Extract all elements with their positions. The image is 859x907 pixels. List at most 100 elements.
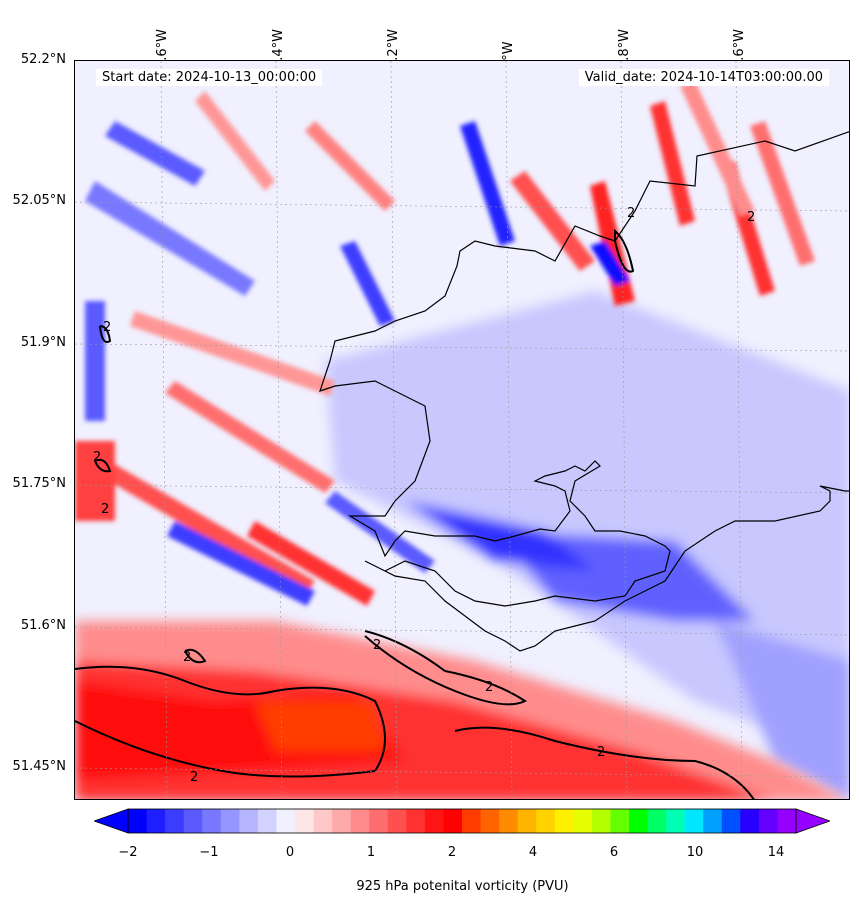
colorbar-frame [127,808,797,834]
pv-contours [75,228,755,799]
colorbar-swatch [295,809,315,833]
colorbar-swatch [721,809,741,833]
blue-streak-2 [105,121,205,186]
contour-label-8: 2 [103,320,111,335]
colorbar-swatch [703,809,723,833]
valid-date-label: Valid_date: 2024-10-14T03:00:00.00 [578,69,829,86]
red-streak-3 [75,441,315,596]
contour-label-5: 2 [183,650,191,665]
colorbar-swatch [610,809,630,833]
colorbar-extend-min [94,808,129,834]
colorbar-swatch [517,809,537,833]
blue-streak-1 [85,181,255,296]
contour-north-1 [614,228,635,273]
red-streak-4 [247,521,375,606]
colorbar-tick-8: 14 [767,845,785,860]
colorbar-swatch [313,809,333,833]
contour-label-6: 2 [627,206,635,221]
colorbar-swatch [591,809,611,833]
red-streak-2 [165,381,335,493]
colorbar-swatch [462,809,482,833]
colorbar-swatch [369,809,389,833]
contour-west-2 [99,325,112,343]
contour-label-7: 2 [747,210,755,225]
colorbar-swatch [406,809,426,833]
colorbar-swatch [220,809,240,833]
colorbar-swatch [202,809,222,833]
colorbar-swatch [183,809,203,833]
colorbar-swatch [573,809,593,833]
colorbar-swatch [758,809,778,833]
colorbar-swatch [684,809,704,833]
contour-label-1: 2 [190,770,198,785]
colorbar-swatch [443,809,463,833]
red-streak-north-8 [680,81,755,216]
contour-south-3 [454,726,755,799]
blue-region-southeast [715,621,849,799]
contour-small-1 [184,648,207,664]
blue-streak-4 [325,491,435,573]
colorbar-tick-1: −1 [199,845,219,860]
colorbar-swatch [499,809,519,833]
contour-label-2: 2 [485,680,493,695]
colorbar-label: 925 hPa potenital vorticity (PVU) [356,879,569,894]
colorbar-swatch [777,809,797,833]
colorbar-tick-3: 1 [366,845,376,860]
contour-south-1 [75,665,386,778]
colorbar-swatch [536,809,556,833]
start-date-label: Start date: 2024-10-13_00:00:00 [96,69,323,86]
lat-label-51-6: 51.6°N [20,618,66,633]
colorbar-swatch [146,809,166,833]
colorbar-swatch [424,809,444,833]
contour-label-4: 2 [373,638,381,653]
contour-label-9: 2 [93,450,101,465]
colorbar-swatch [666,809,686,833]
contour-south-2 [364,630,527,706]
colorbar-swatch [276,809,296,833]
contour-label-3: 2 [597,745,605,760]
colorbar-extend-max [795,808,830,834]
contour-west-1 [94,458,112,473]
blue-spot-north [590,241,630,286]
blue-region-broad [325,291,849,761]
red-streak-north-3 [510,171,595,271]
pv-field: 2 2 2 2 2 2 2 2 2 2 [75,61,849,799]
colorbar-swatch [239,809,259,833]
colorbar-tick-4: 2 [447,845,457,860]
colorbar-tick-0: −2 [118,845,138,860]
colorbar-swatch [387,809,407,833]
red-streak-north-2 [305,121,395,211]
colorbar-swatch [257,809,277,833]
colorbar-swatch [629,809,649,833]
lat-label-51-45: 51.45°N [12,759,66,774]
orange-patch [255,701,385,751]
colorbar-swatch [350,809,370,833]
colorbar-tick-7: 10 [686,845,704,860]
pv-map: 2 2 2 2 2 2 2 2 2 2 Start date: 2 [74,60,850,800]
blue-streak-3 [167,521,315,606]
red-streak-north-7 [750,121,815,266]
blue-streak-west [85,301,105,421]
colorbar [94,808,830,834]
blue-streak-coast [405,501,595,571]
colorbar-swatch [165,809,185,833]
blue-streak-north-2 [460,121,515,246]
red-streak-north-1 [195,91,275,191]
colorbar-swatch [647,809,667,833]
graticule [75,61,849,799]
lat-label-52-05: 52.05°N [12,193,66,208]
colorbar-swatch [740,809,760,833]
red-streak-north-5 [650,101,695,226]
colorbar-tick-2: 0 [285,845,295,860]
colorbar-swatch [480,809,500,833]
lat-label-52-2: 52.2°N [20,52,66,67]
lat-label-51-75: 51.75°N [12,476,66,491]
blue-streak-north-1 [340,241,395,326]
lat-label-51-9: 51.9°N [20,335,66,350]
colorbar-swatch [128,809,148,833]
red-streak-1 [130,311,335,396]
colorbar-swatch [554,809,574,833]
colorbar-swatch [332,809,352,833]
coastline [319,131,849,652]
contour-label-10: 2 [101,502,109,517]
